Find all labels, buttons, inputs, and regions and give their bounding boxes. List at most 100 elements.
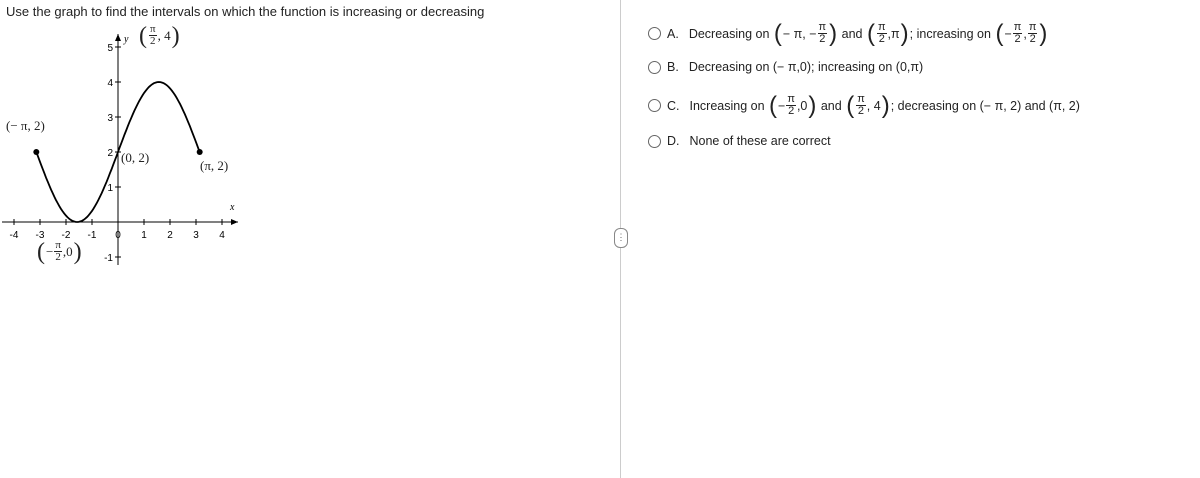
- choice-letter: C.: [667, 98, 680, 113]
- numerator: π: [149, 23, 157, 36]
- text: − π, −: [782, 26, 817, 41]
- text: , 4: [866, 98, 881, 113]
- text: and: [838, 26, 866, 41]
- text: ): [881, 91, 890, 119]
- y-arrow: [115, 34, 121, 41]
- denominator: 2: [150, 35, 156, 47]
- numerator: π: [876, 21, 887, 34]
- text: ): [73, 238, 82, 265]
- radio-button[interactable]: [648, 99, 661, 112]
- point-label: (π, 2): [200, 158, 228, 174]
- text: (: [773, 19, 782, 47]
- point-label: (− π, 2): [6, 118, 45, 134]
- denominator: 2: [1029, 33, 1036, 45]
- text: Increasing on: [689, 98, 769, 113]
- y-tick-label: -1: [104, 253, 113, 264]
- x-tick-label: 2: [167, 230, 173, 241]
- text: and: [817, 98, 846, 113]
- denominator: 2: [857, 105, 865, 117]
- resize-handle[interactable]: ⋮: [614, 228, 628, 248]
- text: ; decreasing on (− π, 2) and (π, 2): [890, 98, 1080, 113]
- choice[interactable]: B. Decreasing on (− π,0); increasing on (…: [648, 60, 923, 74]
- text: ,0: [796, 98, 808, 113]
- x-tick-label: -3: [36, 230, 45, 241]
- choice[interactable]: A. Decreasing on (− π, − π 2) and (π 2 ,π); i…: [648, 19, 1048, 47]
- numerator: π: [54, 239, 62, 252]
- text: ): [171, 22, 180, 49]
- text: Decreasing on (− π,0); increasing on (0,…: [688, 60, 924, 74]
- text: ): [808, 91, 817, 119]
- choice[interactable]: D. None of these are correct: [648, 134, 831, 148]
- denominator: 2: [788, 105, 795, 117]
- endpoint: [33, 149, 40, 155]
- text: ): [829, 19, 838, 47]
- question: Use the graph to find the intervals on w…: [6, 4, 485, 19]
- text: (: [995, 19, 1004, 47]
- numerator: π: [817, 21, 828, 34]
- text: (π, 2): [200, 158, 229, 173]
- point-label: (0, 2): [121, 150, 149, 166]
- radio-button[interactable]: [648, 27, 661, 40]
- text: (: [866, 19, 875, 47]
- x-tick-label: -2: [62, 230, 71, 241]
- text: ,π: [887, 26, 900, 41]
- numerator: π: [856, 93, 866, 106]
- graph: x y -4 -3 -2 -1 0 1 2 3 4 5 4 3 2 1 -1: [2, 34, 238, 265]
- x-tick-label: 0: [115, 230, 121, 241]
- y-tick-label: 4: [107, 78, 113, 89]
- choice-letter: B.: [667, 60, 679, 74]
- y-tick-label: 3: [107, 113, 113, 124]
- text: −: [1004, 26, 1012, 41]
- endpoint: [196, 149, 203, 155]
- text: ,0: [62, 243, 73, 259]
- y-axis-label: y: [123, 34, 129, 45]
- point-label: (− π 2,0): [36, 238, 83, 265]
- point-label: (π 2, 4): [138, 22, 181, 49]
- text: (: [769, 91, 778, 119]
- x-tick-label: 1: [141, 230, 147, 241]
- text: (: [37, 238, 45, 265]
- text: (: [846, 91, 855, 119]
- y-tick-label: 2: [107, 148, 113, 159]
- y-tick-label: 1: [107, 183, 113, 194]
- text: −: [46, 243, 54, 259]
- text: ; increasing on: [909, 26, 995, 41]
- curve: [35, 81, 201, 223]
- x-tick-label: -4: [10, 230, 19, 241]
- text: Decreasing on: [688, 26, 773, 41]
- text: None of these are correct: [689, 134, 831, 148]
- choice[interactable]: C. Increasing on (− π 2,0) and (π 2, 4); dec…: [648, 91, 1080, 119]
- text: −: [778, 98, 786, 113]
- text: , 4: [157, 27, 171, 43]
- radio-button[interactable]: [648, 60, 661, 74]
- numerator: π: [1012, 21, 1023, 34]
- numerator: π: [786, 93, 796, 106]
- text: ,: [1023, 26, 1027, 41]
- text: ): [1039, 19, 1048, 47]
- text: (0, 2): [121, 150, 150, 165]
- choice-letter: D.: [667, 134, 680, 148]
- denominator: 2: [819, 33, 826, 45]
- x-tick-label: -1: [88, 230, 97, 241]
- x-axis-label: x: [229, 202, 235, 213]
- x-tick-label: 3: [193, 230, 199, 241]
- denominator: 2: [878, 33, 885, 45]
- x-arrow: [231, 219, 238, 225]
- text: (: [139, 22, 147, 49]
- x-tick-label: 4: [219, 230, 225, 241]
- y-tick-label: 5: [107, 43, 113, 54]
- denominator: 2: [1014, 33, 1021, 45]
- choice-letter: A.: [667, 26, 679, 41]
- text: (− π, 2): [6, 118, 45, 133]
- numerator: π: [1027, 21, 1038, 34]
- radio-button[interactable]: [648, 134, 661, 148]
